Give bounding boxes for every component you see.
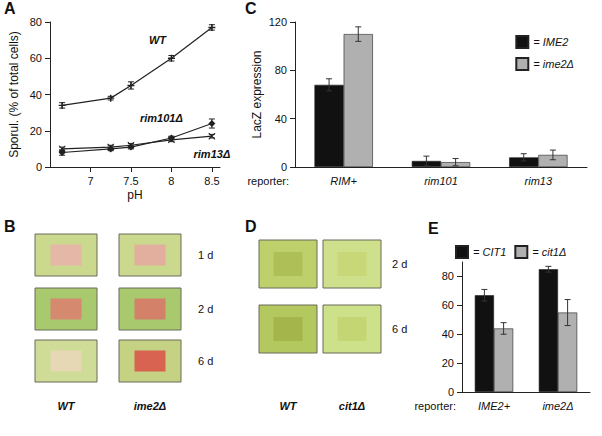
svg-text:= CIT1: = CIT1 <box>473 246 506 258</box>
svg-text:2 d: 2 d <box>198 303 213 315</box>
svg-text:= ime2Δ: = ime2Δ <box>533 58 574 70</box>
svg-text:rim101Δ: rim101Δ <box>140 112 183 124</box>
svg-text:80: 80 <box>442 270 454 282</box>
svg-text:7.5: 7.5 <box>123 175 138 187</box>
svg-text:8: 8 <box>168 175 174 187</box>
svg-text:40: 40 <box>30 89 42 101</box>
svg-text:6 d: 6 d <box>198 355 213 367</box>
svg-text:120: 120 <box>269 16 287 28</box>
svg-text:B: B <box>4 218 16 235</box>
svg-text:8.5: 8.5 <box>204 175 219 187</box>
svg-text:20: 20 <box>30 125 42 137</box>
svg-text:D: D <box>245 218 257 235</box>
svg-text:2 d: 2 d <box>392 258 407 270</box>
svg-text:E: E <box>428 220 439 237</box>
svg-text:A: A <box>4 0 16 17</box>
svg-text:6 d: 6 d <box>392 323 407 335</box>
svg-text:40: 40 <box>442 328 454 340</box>
svg-text:WT: WT <box>149 34 167 46</box>
svg-text:1 d: 1 d <box>198 249 213 261</box>
svg-text:RIM+: RIM+ <box>330 175 357 187</box>
svg-text:ime2Δ: ime2Δ <box>542 400 573 412</box>
svg-text:0: 0 <box>36 161 42 173</box>
svg-text:60: 60 <box>30 52 42 64</box>
svg-text:pH: pH <box>127 188 142 202</box>
svg-text:80: 80 <box>30 16 42 28</box>
svg-text:cit1Δ: cit1Δ <box>339 400 365 412</box>
svg-text:60: 60 <box>442 299 454 311</box>
svg-text:= cit1Δ: = cit1Δ <box>532 246 566 258</box>
svg-text:80: 80 <box>275 64 287 76</box>
svg-text:= IME2: = IME2 <box>533 36 568 48</box>
svg-text:LacZ expression: LacZ expression <box>250 50 264 138</box>
svg-text:IME2+: IME2+ <box>478 400 511 412</box>
svg-text:Sporul. (% of total cells): Sporul. (% of total cells) <box>7 31 21 158</box>
svg-text:7: 7 <box>87 175 93 187</box>
svg-text:reporter:: reporter: <box>247 175 289 187</box>
svg-text:20: 20 <box>442 357 454 369</box>
svg-text:40: 40 <box>275 113 287 125</box>
svg-text:0: 0 <box>281 161 287 173</box>
svg-text:reporter:: reporter: <box>414 400 456 412</box>
svg-text:WT: WT <box>279 400 297 412</box>
svg-text:0: 0 <box>448 386 454 398</box>
svg-text:C: C <box>245 0 257 17</box>
svg-text:ime2Δ: ime2Δ <box>134 400 166 412</box>
svg-text:WT: WT <box>57 400 75 412</box>
svg-text:rim13: rim13 <box>525 175 553 187</box>
svg-text:rim101: rim101 <box>424 175 458 187</box>
svg-text:rim13Δ: rim13Δ <box>194 148 231 160</box>
